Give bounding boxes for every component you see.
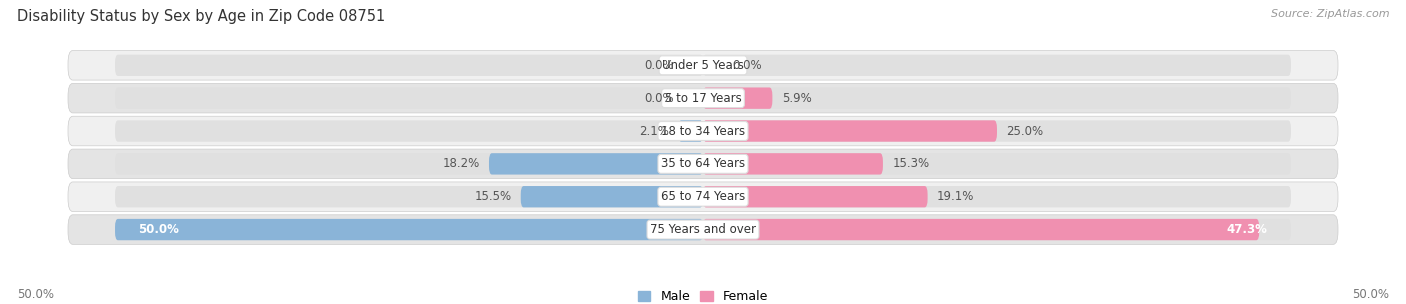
Text: 35 to 64 Years: 35 to 64 Years (661, 157, 745, 170)
FancyBboxPatch shape (703, 88, 772, 109)
FancyBboxPatch shape (520, 186, 703, 207)
Text: 18.2%: 18.2% (443, 157, 479, 170)
Text: 65 to 74 Years: 65 to 74 Years (661, 190, 745, 203)
FancyBboxPatch shape (115, 219, 703, 240)
FancyBboxPatch shape (67, 215, 1339, 244)
FancyBboxPatch shape (703, 88, 1291, 109)
Text: 15.5%: 15.5% (474, 190, 512, 203)
Text: 0.0%: 0.0% (733, 59, 762, 72)
FancyBboxPatch shape (67, 149, 1339, 179)
Text: Source: ZipAtlas.com: Source: ZipAtlas.com (1271, 9, 1389, 19)
FancyBboxPatch shape (67, 83, 1339, 113)
Text: 19.1%: 19.1% (936, 190, 974, 203)
Text: 5.9%: 5.9% (782, 92, 811, 105)
FancyBboxPatch shape (67, 50, 1339, 80)
FancyBboxPatch shape (115, 219, 703, 240)
Text: 0.0%: 0.0% (644, 59, 673, 72)
FancyBboxPatch shape (703, 219, 1260, 240)
FancyBboxPatch shape (703, 55, 1291, 76)
FancyBboxPatch shape (703, 219, 1291, 240)
FancyBboxPatch shape (115, 120, 703, 142)
Legend: Male, Female: Male, Female (633, 285, 773, 304)
Text: 50.0%: 50.0% (1353, 288, 1389, 301)
Text: 25.0%: 25.0% (1007, 125, 1043, 137)
FancyBboxPatch shape (678, 120, 703, 142)
Text: 75 Years and over: 75 Years and over (650, 223, 756, 236)
Text: Disability Status by Sex by Age in Zip Code 08751: Disability Status by Sex by Age in Zip C… (17, 9, 385, 24)
FancyBboxPatch shape (703, 153, 1291, 174)
Text: 18 to 34 Years: 18 to 34 Years (661, 125, 745, 137)
Text: 2.1%: 2.1% (638, 125, 669, 137)
FancyBboxPatch shape (703, 120, 1291, 142)
FancyBboxPatch shape (115, 88, 703, 109)
FancyBboxPatch shape (703, 186, 928, 207)
Text: 50.0%: 50.0% (17, 288, 53, 301)
Text: 15.3%: 15.3% (893, 157, 929, 170)
FancyBboxPatch shape (489, 153, 703, 174)
FancyBboxPatch shape (115, 153, 703, 174)
FancyBboxPatch shape (703, 120, 997, 142)
Text: 47.3%: 47.3% (1226, 223, 1267, 236)
Text: 50.0%: 50.0% (139, 223, 180, 236)
FancyBboxPatch shape (67, 182, 1339, 212)
FancyBboxPatch shape (703, 186, 1291, 207)
FancyBboxPatch shape (67, 116, 1339, 146)
Text: 5 to 17 Years: 5 to 17 Years (665, 92, 741, 105)
FancyBboxPatch shape (115, 55, 703, 76)
FancyBboxPatch shape (115, 186, 703, 207)
FancyBboxPatch shape (703, 153, 883, 174)
Text: Under 5 Years: Under 5 Years (662, 59, 744, 72)
Text: 0.0%: 0.0% (644, 92, 673, 105)
